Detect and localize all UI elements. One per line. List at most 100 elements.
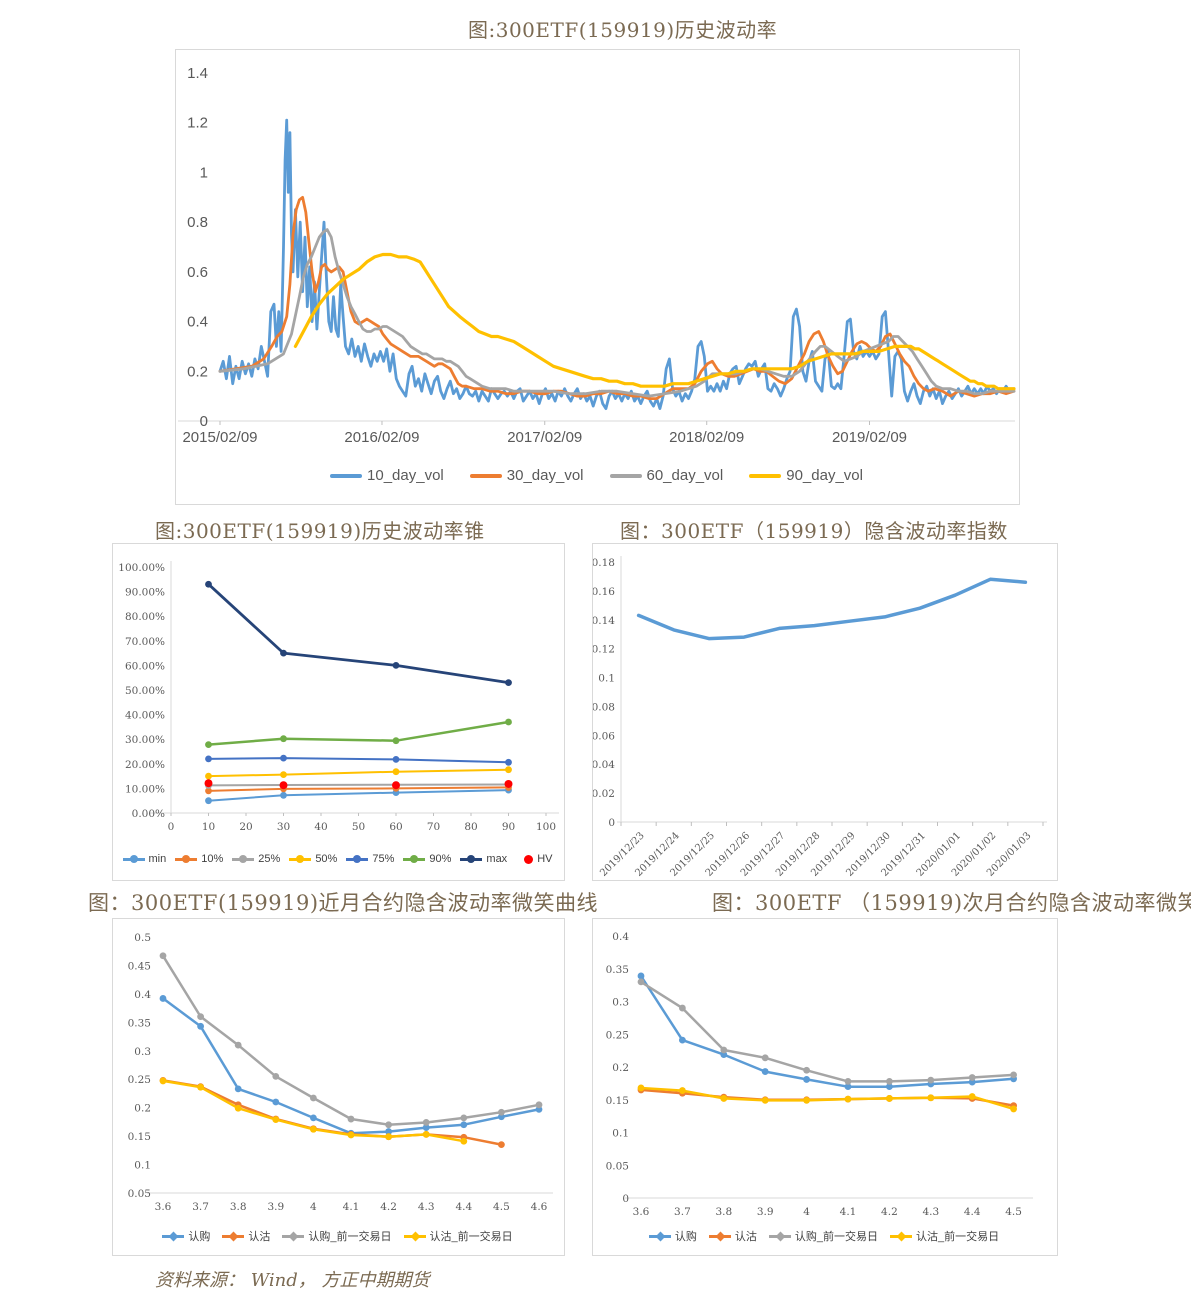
legend-label: max (486, 853, 508, 865)
svg-text:0.25: 0.25 (606, 1029, 629, 1041)
svg-text:20: 20 (239, 821, 252, 833)
svg-text:0.6: 0.6 (187, 264, 208, 281)
svg-text:3.9: 3.9 (757, 1206, 774, 1218)
iv-index-chart: 0 0.02 0.04 0.06 0.08 0.1 0.12 0.14 0.16 0.18 2019… (592, 543, 1058, 881)
svg-text:70.00%: 70.00% (125, 636, 165, 648)
hist-vol-chart: 0 0.2 0.4 0.6 0.8 1 1.2 1.4 2015/02/09 2016/02/09… (175, 49, 1020, 505)
svg-text:3.7: 3.7 (674, 1206, 691, 1218)
svg-text:0.00%: 0.00% (132, 808, 165, 820)
svg-text:0.2: 0.2 (187, 363, 208, 380)
svg-text:4: 4 (803, 1206, 810, 1218)
smile-near-chart: 0.05 0.1 0.15 0.2 0.25 0.3 0.35 0.4 0.45 0.5 3.6 3.… (112, 918, 565, 1256)
svg-text:4.2: 4.2 (881, 1206, 898, 1218)
svg-text:4.2: 4.2 (380, 1201, 397, 1213)
svg-text:0.18: 0.18 (593, 557, 615, 569)
svg-text:100.00%: 100.00% (118, 562, 165, 574)
source-note: 资料来源： Wind， 方正中期期货 (155, 1270, 430, 1291)
legend-line-icon (403, 855, 426, 863)
svg-text:0.04: 0.04 (593, 759, 615, 771)
legend-item: 认购 (162, 1228, 210, 1244)
legend-label: 认购 (674, 1231, 697, 1243)
legend-line-icon (346, 855, 369, 863)
legend-label: 30_day_vol (506, 467, 584, 484)
svg-text:3.6: 3.6 (633, 1206, 650, 1218)
legend-swatch (330, 473, 363, 478)
cone-legend: min 10% 25% 50% 75% 90% max HV (112, 853, 563, 865)
legend-label: 认购_前一交易日 (794, 1231, 878, 1243)
svg-text:0.15: 0.15 (606, 1095, 629, 1107)
legend-label: 75% (372, 853, 395, 865)
svg-text:3.7: 3.7 (192, 1201, 209, 1213)
legend-item: min (122, 853, 166, 865)
legend-item: max (460, 853, 507, 865)
legend-item: 25% (232, 853, 280, 865)
svg-text:3.8: 3.8 (715, 1206, 732, 1218)
svg-text:0.1: 0.1 (134, 1160, 151, 1172)
svg-text:3.6: 3.6 (155, 1201, 172, 1213)
svg-text:0.3: 0.3 (612, 997, 629, 1009)
legend-label: 25% (258, 853, 281, 865)
svg-text:1: 1 (200, 164, 208, 181)
chart-title-smile-next: 图：300ETF （159919)次月合约隐含波动率微笑曲线 (712, 891, 1191, 915)
svg-text:0.3: 0.3 (134, 1046, 151, 1058)
hist-vol-plot: 0 0.2 0.4 0.6 0.8 1 1.2 1.4 2015/02/09 2016/02/09… (178, 65, 1016, 446)
legend-marker-icon (524, 854, 534, 864)
smile-near-legend: 认购 认沽 认购_前一交易日 认沽_前一交易日 (112, 1228, 563, 1244)
svg-text:4.4: 4.4 (964, 1206, 981, 1218)
svg-text:2016/02/09: 2016/02/09 (344, 429, 419, 446)
chart-title-cone: 图:300ETF(159919)历史波动率锥 (155, 519, 485, 543)
svg-text:2019/02/09: 2019/02/09 (832, 429, 907, 446)
legend-label: 60_day_vol (646, 467, 724, 484)
legend-label: 认沽 (734, 1231, 757, 1243)
svg-text:0.4: 0.4 (187, 314, 208, 331)
smile-next-chart: 0 0.05 0.1 0.15 0.2 0.25 0.3 0.35 0.4 3.6 3.7 3.8 3.… (592, 918, 1058, 1256)
legend-item: 认购 (648, 1228, 697, 1244)
legend-line-icon (282, 1231, 305, 1241)
svg-text:90: 90 (502, 821, 515, 833)
legend-label: 认沽_前一交易日 (916, 1231, 1000, 1243)
legend-item: 认沽 (222, 1228, 270, 1244)
svg-text:0.02: 0.02 (593, 788, 615, 800)
svg-text:0.1: 0.1 (612, 1128, 629, 1140)
svg-text:3.8: 3.8 (230, 1201, 247, 1213)
svg-text:0.2: 0.2 (612, 1062, 629, 1074)
svg-text:80.00%: 80.00% (125, 611, 165, 623)
legend-line-icon (460, 855, 483, 863)
svg-text:0.16: 0.16 (593, 586, 615, 598)
chart-title-hist-vol: 图:300ETF(159919)历史波动率 (468, 18, 778, 42)
chart-title-iv-index: 图：300ETF（159919）隐含波动率指数 (620, 519, 1008, 543)
legend-item: 30_day_vol (469, 467, 584, 484)
svg-text:1.2: 1.2 (187, 115, 208, 132)
legend-label: 认沽 (248, 1231, 271, 1243)
svg-text:4.6: 4.6 (531, 1201, 548, 1213)
svg-text:10.00%: 10.00% (125, 783, 165, 795)
svg-text:0.05: 0.05 (128, 1188, 151, 1200)
svg-text:0: 0 (168, 821, 175, 833)
svg-text:0.06: 0.06 (593, 730, 615, 742)
legend-label: 认购 (188, 1231, 211, 1243)
legend-line-icon (289, 855, 312, 863)
legend-line-icon (768, 1231, 791, 1241)
svg-text:0.4: 0.4 (612, 931, 629, 943)
legend-label: 50% (315, 853, 338, 865)
svg-text:0: 0 (622, 1193, 629, 1205)
legend-line-icon (175, 855, 198, 863)
svg-text:0.14: 0.14 (593, 615, 615, 627)
svg-text:50: 50 (352, 821, 365, 833)
svg-text:70: 70 (427, 821, 440, 833)
legend-line-icon (890, 1231, 912, 1241)
legend-label: HV (537, 853, 553, 865)
svg-text:0.15: 0.15 (128, 1131, 151, 1143)
legend-item: HV (516, 853, 552, 865)
hist-vol-legend: 10_day_vol 30_day_vol 60_day_vol 90_day_vol (175, 467, 1018, 484)
legend-label: 10% (201, 853, 224, 865)
legend-item: 50% (289, 853, 337, 865)
svg-text:4.1: 4.1 (840, 1206, 857, 1218)
svg-text:90.00%: 90.00% (125, 587, 165, 599)
svg-text:2017/02/09: 2017/02/09 (507, 429, 582, 446)
svg-text:4.3: 4.3 (922, 1206, 939, 1218)
legend-line-icon (122, 855, 145, 863)
svg-text:0.4: 0.4 (134, 989, 151, 1001)
svg-text:0: 0 (200, 413, 208, 430)
smile-next-plot: 0 0.05 0.1 0.15 0.2 0.25 0.3 0.35 0.4 3.6 3.7 3.8 3.… (606, 931, 1033, 1218)
